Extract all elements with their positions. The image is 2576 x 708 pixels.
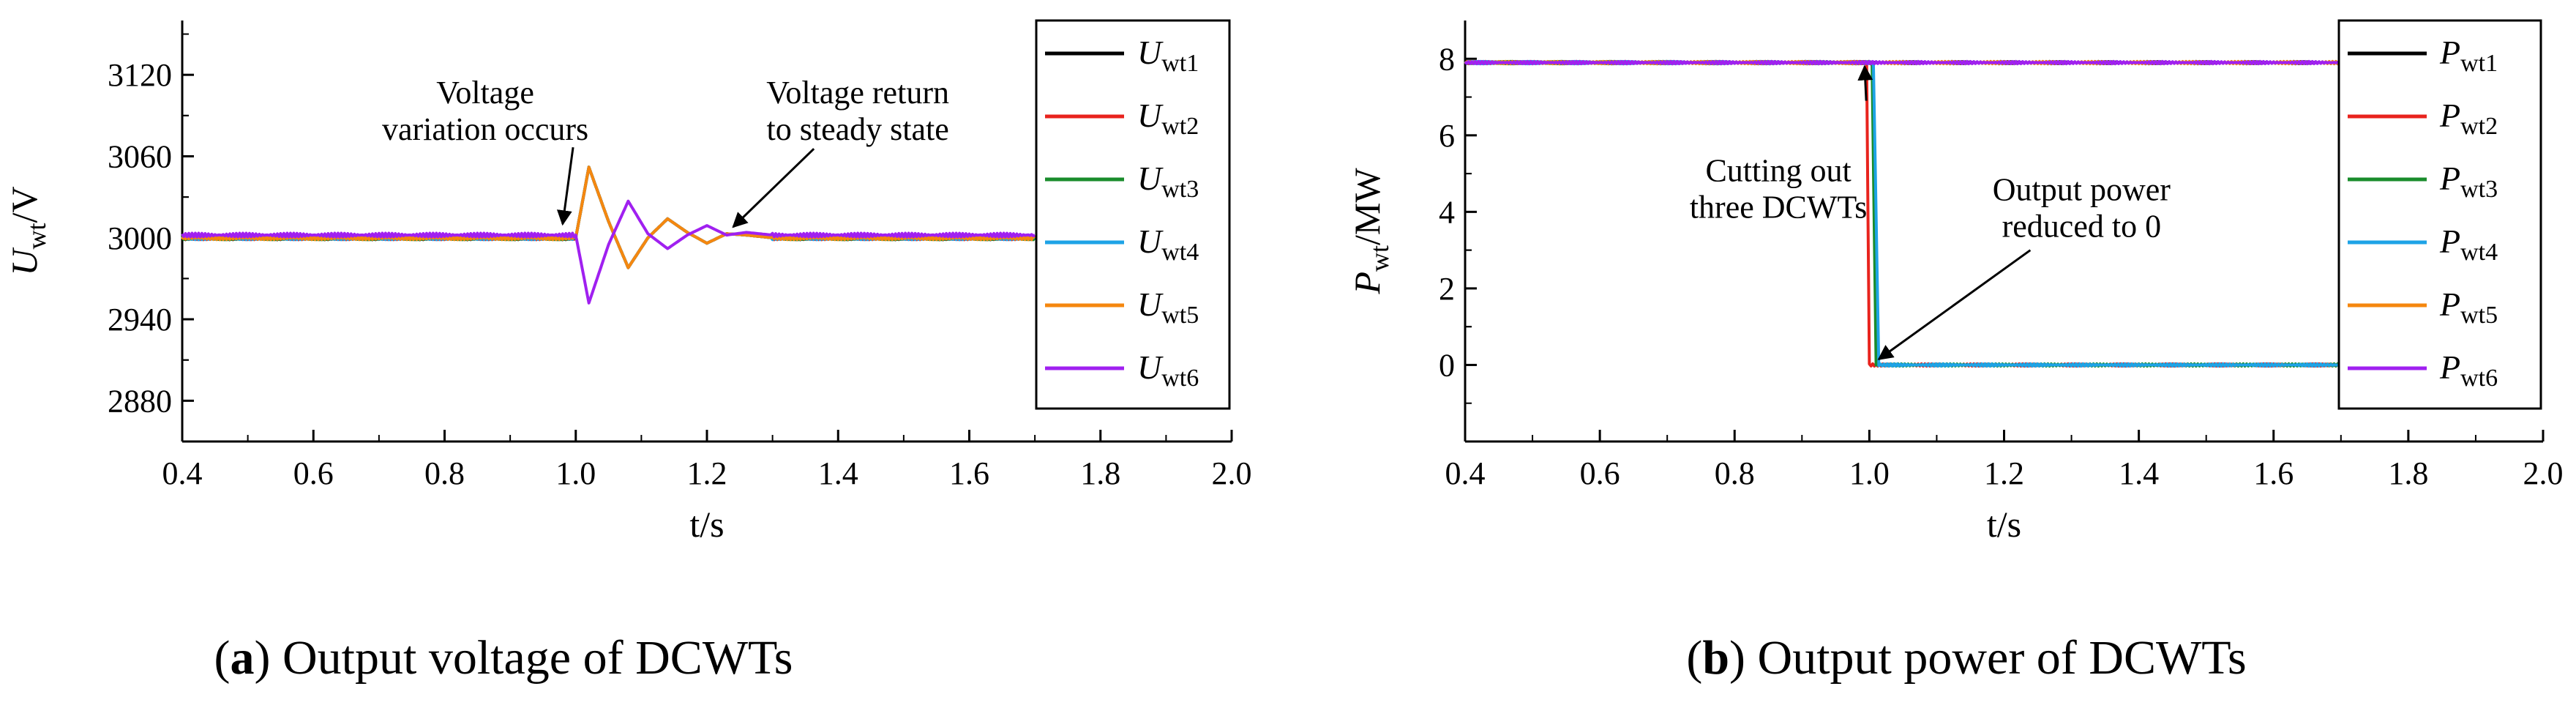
annotation-text: variation occurs — [382, 111, 588, 147]
y-tick-label: 2940 — [108, 302, 172, 338]
x-tick-label: 1.0 — [1849, 455, 1890, 491]
y-tick-label: 2 — [1439, 271, 1455, 307]
x-axis-title: t/s — [1987, 504, 2021, 545]
y-tick-label: 3120 — [108, 57, 172, 93]
legend-label-wt2: Pwt2 — [2439, 97, 2498, 140]
series-line-wt6 — [1464, 59, 2342, 66]
x-tick-label: 1.8 — [2388, 455, 2428, 491]
y-axis-title: Uwt/V — [4, 186, 51, 275]
annotation-text: three DCWTs — [1690, 190, 1868, 226]
x-tick-label: 0.8 — [424, 455, 465, 491]
x-tick-label: 0.6 — [293, 455, 334, 491]
annotation-text: Voltage return — [766, 75, 949, 111]
legend-label-wt2: Uwt2 — [1137, 97, 1199, 140]
x-tick-label: 0.4 — [162, 455, 203, 491]
annotation-text: Cutting out — [1705, 153, 1851, 189]
caption-b: (b) Output power of DCWTs — [1686, 631, 2246, 685]
x-tick-label: 1.6 — [2253, 455, 2294, 491]
x-axis-title: t/s — [689, 504, 724, 545]
annotation-arrow — [1857, 64, 1873, 101]
annotation-arrow — [732, 148, 815, 228]
x-tick-label: 0.4 — [1445, 455, 1486, 491]
x-tick-label: 1.4 — [818, 455, 858, 491]
legend-label-wt6: Uwt6 — [1137, 349, 1199, 392]
panel-voltage: 0.4 0.6 0.8 1.0 1.2 1.4 1.6 1.8 2.0 2880 2940 3000 3… — [4, 19, 1252, 545]
annotation-text: Voltage — [436, 75, 534, 111]
y-tick-label: 2880 — [108, 383, 172, 419]
annotation-text: to steady state — [767, 111, 949, 147]
x-tick-label: 0.6 — [1580, 455, 1620, 491]
series-line-wt4 — [1464, 59, 2342, 368]
x-tick-label: 1.6 — [949, 455, 989, 491]
series-line-wt3 — [1464, 59, 2342, 368]
y-tick-label: 3060 — [108, 138, 172, 174]
legend-label-wt6: Pwt6 — [2439, 349, 2498, 392]
legend-label-wt5: Pwt5 — [2439, 286, 2498, 329]
caption-a: (a) Output voltage of DCWTs — [214, 631, 793, 685]
y-tick-label: 4 — [1439, 194, 1455, 230]
legend-label-wt4: Uwt4 — [1137, 223, 1199, 266]
x-tick-label: 1.8 — [1080, 455, 1120, 491]
series-line-wt6 — [181, 199, 1036, 305]
legend-label-wt1: Uwt1 — [1137, 34, 1199, 77]
legend-box — [1035, 19, 1231, 410]
x-tick-label: 1.2 — [1984, 455, 2024, 491]
x-tick-label: 2.0 — [1212, 455, 1252, 491]
x-tick-label: 1.2 — [687, 455, 727, 491]
x-tick-label: 1.4 — [2119, 455, 2159, 491]
series-line-wt2 — [1464, 59, 2341, 368]
y-tick-label: 0 — [1439, 347, 1455, 383]
annotation-arrow — [1877, 249, 2032, 360]
panel-power: 0.4 0.6 0.8 1.0 1.2 1.4 1.6 1.8 2.0 0 2 4 6 8 t/s Pwt/M… — [1347, 19, 2564, 545]
y-tick-label: 3000 — [108, 220, 172, 256]
legend-label-wt5: Uwt5 — [1137, 286, 1199, 329]
legend-label-wt3: Pwt3 — [2439, 160, 2498, 203]
annotation-arrow — [556, 146, 574, 226]
annotation-text: Output power — [1993, 172, 2171, 208]
x-tick-label: 0.8 — [1715, 455, 1755, 491]
y-tick-label: 6 — [1439, 118, 1455, 154]
legend-label-wt4: Pwt4 — [2439, 223, 2498, 266]
annotation-text: reduced to 0 — [2002, 209, 2161, 245]
y-tick-label: 8 — [1439, 41, 1455, 77]
x-tick-label: 2.0 — [2523, 455, 2564, 491]
y-axis-title: Pwt/MW — [1347, 168, 1394, 295]
legend-label-wt1: Pwt1 — [2439, 34, 2498, 77]
legend-label-wt3: Uwt3 — [1137, 160, 1199, 203]
x-tick-label: 1.0 — [555, 455, 596, 491]
series-line-wt5 — [181, 165, 1036, 269]
legend-box — [2337, 19, 2542, 410]
